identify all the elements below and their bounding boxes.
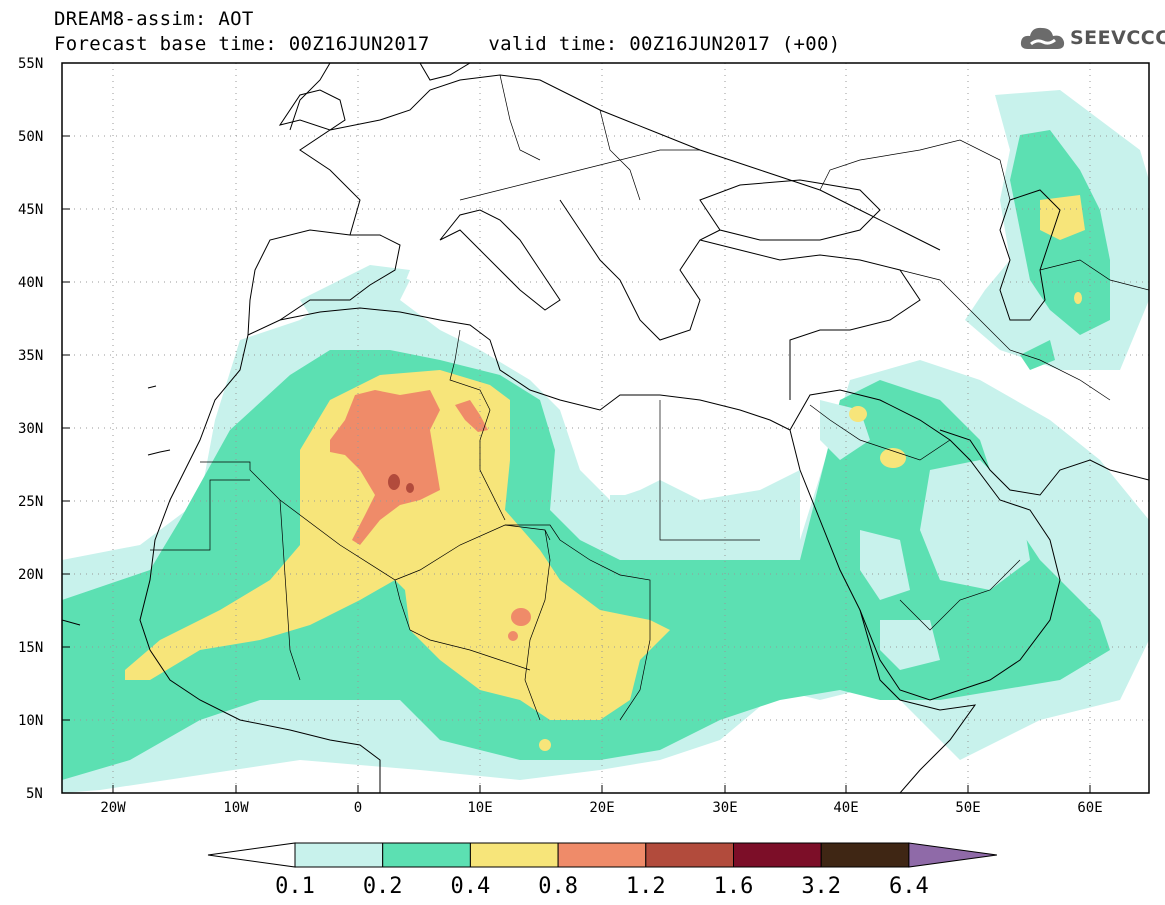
map-title: DREAM8-assim: AOT xyxy=(54,8,254,30)
lat-label: 5N xyxy=(26,786,43,802)
aot-shading xyxy=(62,90,1149,793)
lat-label: 15N xyxy=(18,640,43,656)
aot-band-1.2 xyxy=(388,474,414,493)
cloud-icon xyxy=(1020,27,1065,49)
lat-label: 20N xyxy=(18,567,43,583)
lat-label: 40N xyxy=(18,275,43,291)
lon-label: 0 xyxy=(354,800,362,816)
coastlines xyxy=(62,63,1149,793)
lon-label: 30E xyxy=(712,800,737,816)
lon-label: 20E xyxy=(589,800,614,816)
lon-label: 10W xyxy=(223,800,249,816)
aot-band-0.4 xyxy=(125,195,1085,751)
lon-label: 50E xyxy=(955,800,980,816)
logo-text: SEEVCCC xyxy=(1070,27,1165,49)
lat-label: 55N xyxy=(18,56,43,72)
lon-label: 40E xyxy=(833,800,858,816)
lon-label: 60E xyxy=(1077,800,1102,816)
lat-label: 45N xyxy=(18,202,43,218)
longitude-labels: 20W 10W 0 10E 20E 30E 40E 50E 60E xyxy=(100,800,1102,816)
lat-label: 30N xyxy=(18,421,43,437)
country-borders xyxy=(150,74,1149,721)
aot-band-0.1-islands xyxy=(610,400,1030,670)
lat-label: 10N xyxy=(18,713,43,729)
lon-label: 20W xyxy=(100,800,126,816)
lat-label: 50N xyxy=(18,129,43,145)
tick-marks xyxy=(62,62,1091,793)
map-subtitle-times: Forecast base time: 00Z16JUN2017 valid t… xyxy=(54,33,841,55)
lat-label: 35N xyxy=(18,348,43,364)
latitude-labels: 55N 50N 45N 40N 35N 30N 25N 20N 15N 10N … xyxy=(18,56,43,802)
seevccc-logo: SEEVCCC xyxy=(1018,22,1165,58)
lat-label: 25N xyxy=(18,494,43,510)
lon-label: 10E xyxy=(467,800,492,816)
